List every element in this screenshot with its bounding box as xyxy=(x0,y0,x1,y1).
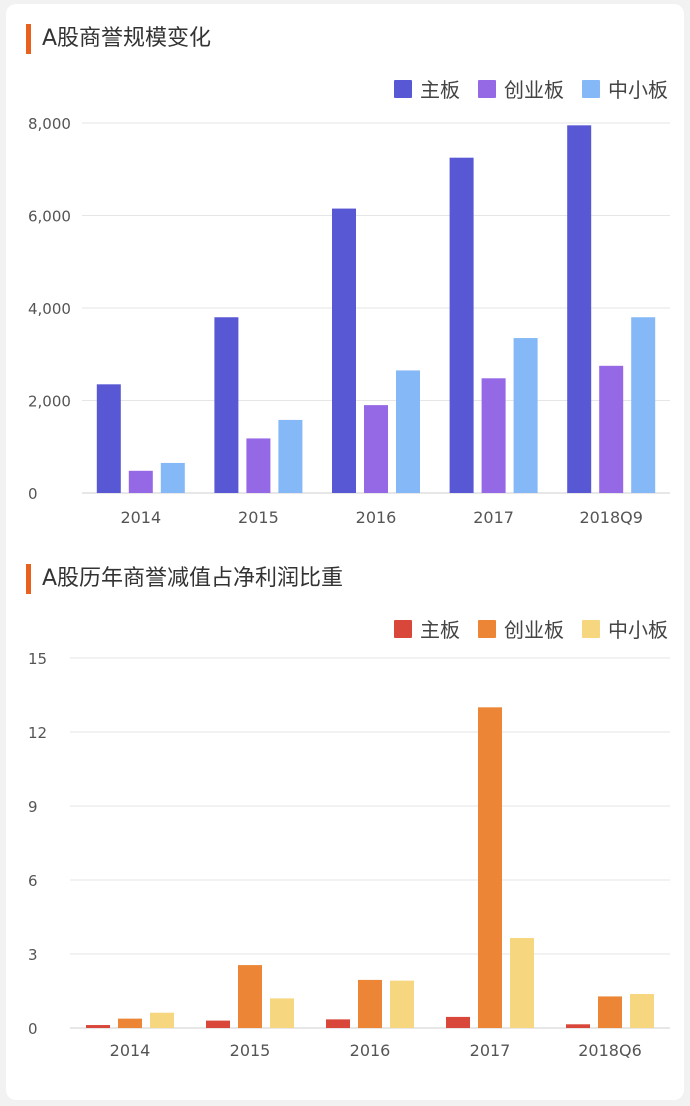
title-accent-bar xyxy=(26,24,31,54)
x-tick-label: 2015 xyxy=(238,508,279,527)
y-tick-label: 3 xyxy=(28,946,38,964)
legend-item[interactable]: 主板 xyxy=(394,614,460,643)
legend-swatch xyxy=(478,79,496,98)
legend-label: 中小板 xyxy=(608,78,668,102)
legend-item[interactable]: 创业板 xyxy=(478,74,564,103)
legend: 主板 创业板 中小板 xyxy=(376,74,668,103)
bar xyxy=(278,419,303,493)
legend-swatch xyxy=(582,79,600,98)
bar xyxy=(630,993,654,1028)
legend-label: 主板 xyxy=(420,618,460,642)
x-tick-label: 2018Q6 xyxy=(578,1041,642,1060)
chart-title: A股商誉规模变化 xyxy=(42,26,212,51)
y-tick-label: 6,000 xyxy=(28,208,71,226)
chart-title: A股历年商誉减值占净利润比重 xyxy=(42,566,344,591)
bar xyxy=(206,1020,230,1028)
y-tick-label: 15 xyxy=(28,650,47,668)
bar xyxy=(326,1019,350,1028)
bar xyxy=(364,405,388,493)
bar xyxy=(358,979,382,1028)
card: A股商誉规模变化 主板 创业板 中小板 0 2,000 4,000 6,000 8,00… xyxy=(6,4,684,1100)
legend-label: 主板 xyxy=(420,78,460,102)
legend-swatch xyxy=(478,619,496,638)
legend-swatch xyxy=(394,79,412,98)
y-tick-label: 12 xyxy=(28,724,47,742)
bar xyxy=(513,338,538,493)
x-tick-label: 2017 xyxy=(473,508,514,527)
bar xyxy=(396,370,420,493)
goodwill-impairment-chart: A股历年商誉减值占净利润比重 主板 创业板 中小板 0 3 6 9 12 15 2014 20… xyxy=(6,544,684,1100)
y-tick-label: 4,000 xyxy=(28,300,71,318)
bar xyxy=(510,937,534,1028)
bar xyxy=(598,996,622,1028)
bar xyxy=(631,317,656,493)
bar xyxy=(567,125,592,493)
plot-area: 0 2,000 4,000 6,000 8,000 2014 2015 2016 2017 201… xyxy=(28,115,670,527)
goodwill-scale-chart: A股商誉规模变化 主板 创业板 中小板 0 2,000 4,000 6,000 8,00… xyxy=(6,4,684,544)
legend-item[interactable]: 主板 xyxy=(394,74,460,103)
y-tick-label: 9 xyxy=(28,798,38,816)
bar xyxy=(214,317,239,493)
bar xyxy=(238,965,262,1028)
y-tick-label: 6 xyxy=(28,872,38,890)
legend-label: 创业板 xyxy=(504,618,564,642)
bar xyxy=(332,208,356,493)
y-tick-label: 0 xyxy=(28,1020,38,1038)
bar xyxy=(446,1016,470,1028)
bar xyxy=(96,384,121,493)
bar xyxy=(160,462,185,493)
x-tick-label: 2018Q9 xyxy=(579,508,643,527)
x-tick-label: 2016 xyxy=(350,1041,391,1060)
legend-item[interactable]: 创业板 xyxy=(478,614,564,643)
x-tick-label: 2014 xyxy=(110,1041,151,1060)
legend-swatch xyxy=(394,619,412,638)
bar xyxy=(150,1012,174,1028)
legend-item[interactable]: 中小板 xyxy=(582,614,668,643)
bar xyxy=(390,980,414,1028)
legend: 主板 创业板 中小板 xyxy=(376,614,668,643)
legend-label: 中小板 xyxy=(608,618,668,642)
x-tick-label: 2017 xyxy=(470,1041,511,1060)
bar xyxy=(128,470,153,493)
title-accent-bar xyxy=(26,564,31,594)
bar xyxy=(478,707,502,1028)
bar xyxy=(246,438,271,493)
bar xyxy=(118,1018,142,1028)
bar xyxy=(566,1024,590,1028)
y-tick-label: 0 xyxy=(28,485,38,503)
legend-label: 创业板 xyxy=(504,78,564,102)
y-tick-label: 8,000 xyxy=(28,115,71,133)
y-tick-label: 2,000 xyxy=(28,393,71,411)
bar xyxy=(599,365,624,493)
bar xyxy=(449,157,474,493)
x-tick-label: 2016 xyxy=(356,508,397,527)
legend-item[interactable]: 中小板 xyxy=(582,74,668,103)
legend-swatch xyxy=(582,619,600,638)
plot-area: 0 3 6 9 12 15 2014 2015 2016 2017 2018Q6 xyxy=(28,650,670,1060)
bar xyxy=(86,1025,110,1028)
x-tick-label: 2015 xyxy=(230,1041,271,1060)
bar xyxy=(481,378,506,493)
bar xyxy=(270,998,294,1028)
x-tick-label: 2014 xyxy=(120,508,161,527)
